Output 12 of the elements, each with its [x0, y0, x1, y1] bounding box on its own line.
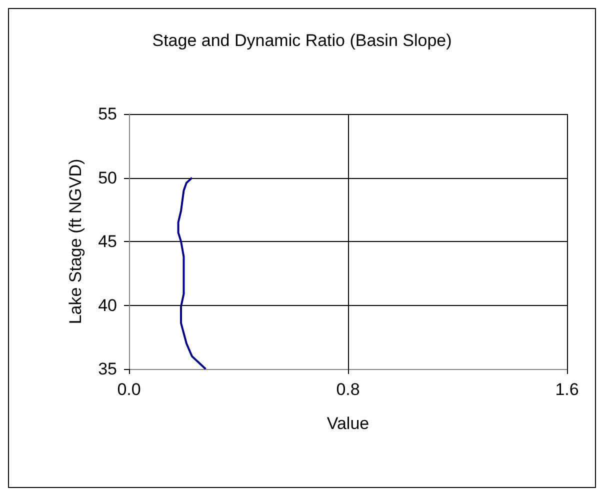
- y-axis-title: Lake Stage (ft NGVD): [66, 158, 85, 324]
- y-tick-label: 35: [98, 360, 117, 378]
- x-tick-label: 0.0: [117, 380, 141, 399]
- y-tick-label: 45: [98, 232, 117, 251]
- y-tick-label: 40: [98, 296, 117, 315]
- x-axis-title: Value: [326, 414, 370, 433]
- x-tick-label: 1.6: [555, 380, 579, 399]
- line-series: [177, 176, 207, 370]
- y-tick-label: 50: [98, 168, 117, 188]
- chart-title: Stage and Dynamic Ratio (Basin Slope): [152, 31, 452, 50]
- x-tick-label: 0.8: [336, 380, 360, 399]
- y-tick-label: 55: [98, 104, 117, 124]
